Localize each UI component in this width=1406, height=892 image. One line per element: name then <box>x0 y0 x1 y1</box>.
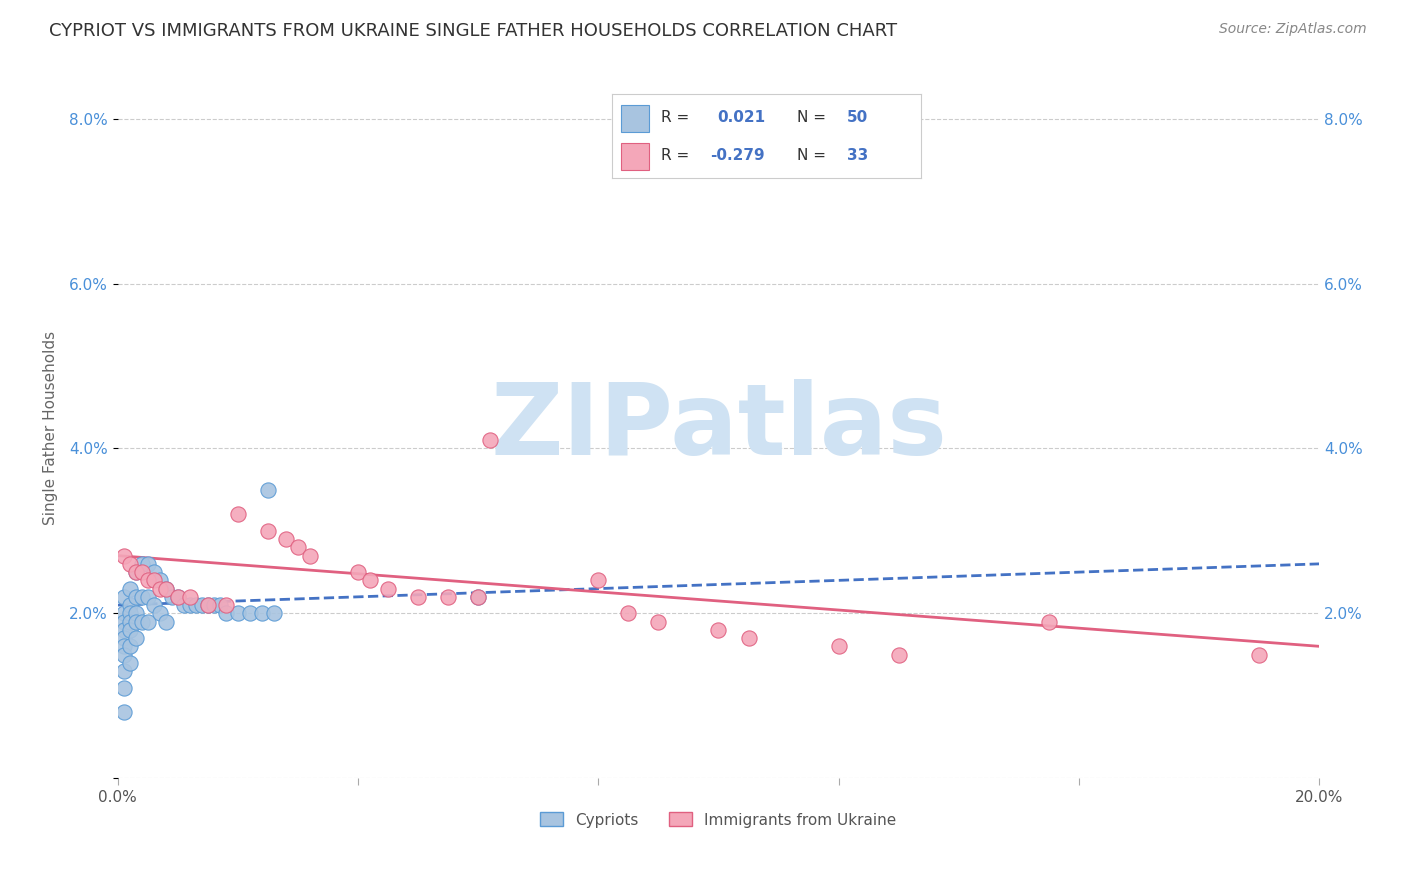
Point <box>125 615 148 629</box>
Point <box>112 607 135 621</box>
Point <box>118 557 141 571</box>
Point <box>347 565 370 579</box>
Point <box>125 565 148 579</box>
Text: 0.021: 0.021 <box>717 111 765 125</box>
Point <box>136 615 159 629</box>
Point <box>118 640 141 654</box>
Point <box>406 590 429 604</box>
Text: 33: 33 <box>846 148 868 163</box>
Point <box>142 598 165 612</box>
Bar <box>621 104 648 132</box>
Point <box>112 549 135 563</box>
Point <box>167 590 190 604</box>
Point <box>136 557 159 571</box>
Point <box>1249 648 1271 662</box>
Point <box>112 681 135 695</box>
Point <box>155 615 177 629</box>
Point <box>160 590 183 604</box>
Point <box>155 582 177 596</box>
Point <box>467 590 489 604</box>
Text: R =: R = <box>661 111 689 125</box>
Point <box>142 574 165 588</box>
Point <box>274 532 297 546</box>
Point <box>250 607 273 621</box>
Point <box>149 574 172 588</box>
Point <box>257 524 280 538</box>
Point <box>239 607 262 621</box>
Point <box>479 433 502 447</box>
Point <box>257 483 280 497</box>
Point <box>208 598 231 612</box>
Text: ZIPatlas: ZIPatlas <box>491 379 946 476</box>
Point <box>118 598 141 612</box>
Point <box>155 582 177 596</box>
Point <box>197 598 219 612</box>
Point <box>263 607 285 621</box>
Point <box>142 565 165 579</box>
Point <box>118 623 141 637</box>
Point <box>125 590 148 604</box>
Point <box>118 607 141 621</box>
Point <box>118 582 141 596</box>
Text: R =: R = <box>661 148 689 163</box>
Point <box>118 615 141 629</box>
Text: -0.279: -0.279 <box>710 148 765 163</box>
Point <box>125 565 148 579</box>
Legend: Cypriots, Immigrants from Ukraine: Cypriots, Immigrants from Ukraine <box>534 806 903 834</box>
Text: N =: N = <box>797 111 827 125</box>
Point <box>173 598 195 612</box>
Point <box>215 607 238 621</box>
Point <box>887 648 910 662</box>
Point <box>112 706 135 720</box>
Text: Source: ZipAtlas.com: Source: ZipAtlas.com <box>1219 22 1367 37</box>
Point <box>112 631 135 645</box>
Point <box>827 640 849 654</box>
Point <box>136 574 159 588</box>
Point <box>131 590 153 604</box>
Point <box>112 640 135 654</box>
Point <box>149 582 172 596</box>
Point <box>118 656 141 670</box>
Point <box>179 590 201 604</box>
Point <box>437 590 460 604</box>
Point <box>226 607 249 621</box>
Point <box>149 607 172 621</box>
Point <box>215 598 238 612</box>
Point <box>131 615 153 629</box>
Point <box>617 607 640 621</box>
Point <box>467 590 489 604</box>
Point <box>377 582 399 596</box>
Point <box>112 590 135 604</box>
Bar <box>621 143 648 169</box>
Text: 50: 50 <box>846 111 868 125</box>
Y-axis label: Single Father Households: Single Father Households <box>44 331 58 524</box>
Point <box>197 598 219 612</box>
Point <box>112 615 135 629</box>
Point <box>125 607 148 621</box>
Point <box>131 565 153 579</box>
Text: CYPRIOT VS IMMIGRANTS FROM UKRAINE SINGLE FATHER HOUSEHOLDS CORRELATION CHART: CYPRIOT VS IMMIGRANTS FROM UKRAINE SINGL… <box>49 22 897 40</box>
Point <box>125 631 148 645</box>
Text: N =: N = <box>797 148 827 163</box>
Point <box>136 590 159 604</box>
Point <box>287 541 309 555</box>
Point <box>359 574 381 588</box>
Point <box>184 598 207 612</box>
Point <box>179 598 201 612</box>
Point <box>202 598 225 612</box>
Point <box>737 631 759 645</box>
Point <box>647 615 669 629</box>
Point <box>191 598 214 612</box>
Point <box>707 623 730 637</box>
Point <box>1038 615 1060 629</box>
Point <box>167 590 190 604</box>
Point <box>131 557 153 571</box>
Point <box>112 623 135 637</box>
Point <box>588 574 610 588</box>
Point <box>226 508 249 522</box>
Point <box>299 549 322 563</box>
Point <box>112 664 135 678</box>
Point <box>112 648 135 662</box>
